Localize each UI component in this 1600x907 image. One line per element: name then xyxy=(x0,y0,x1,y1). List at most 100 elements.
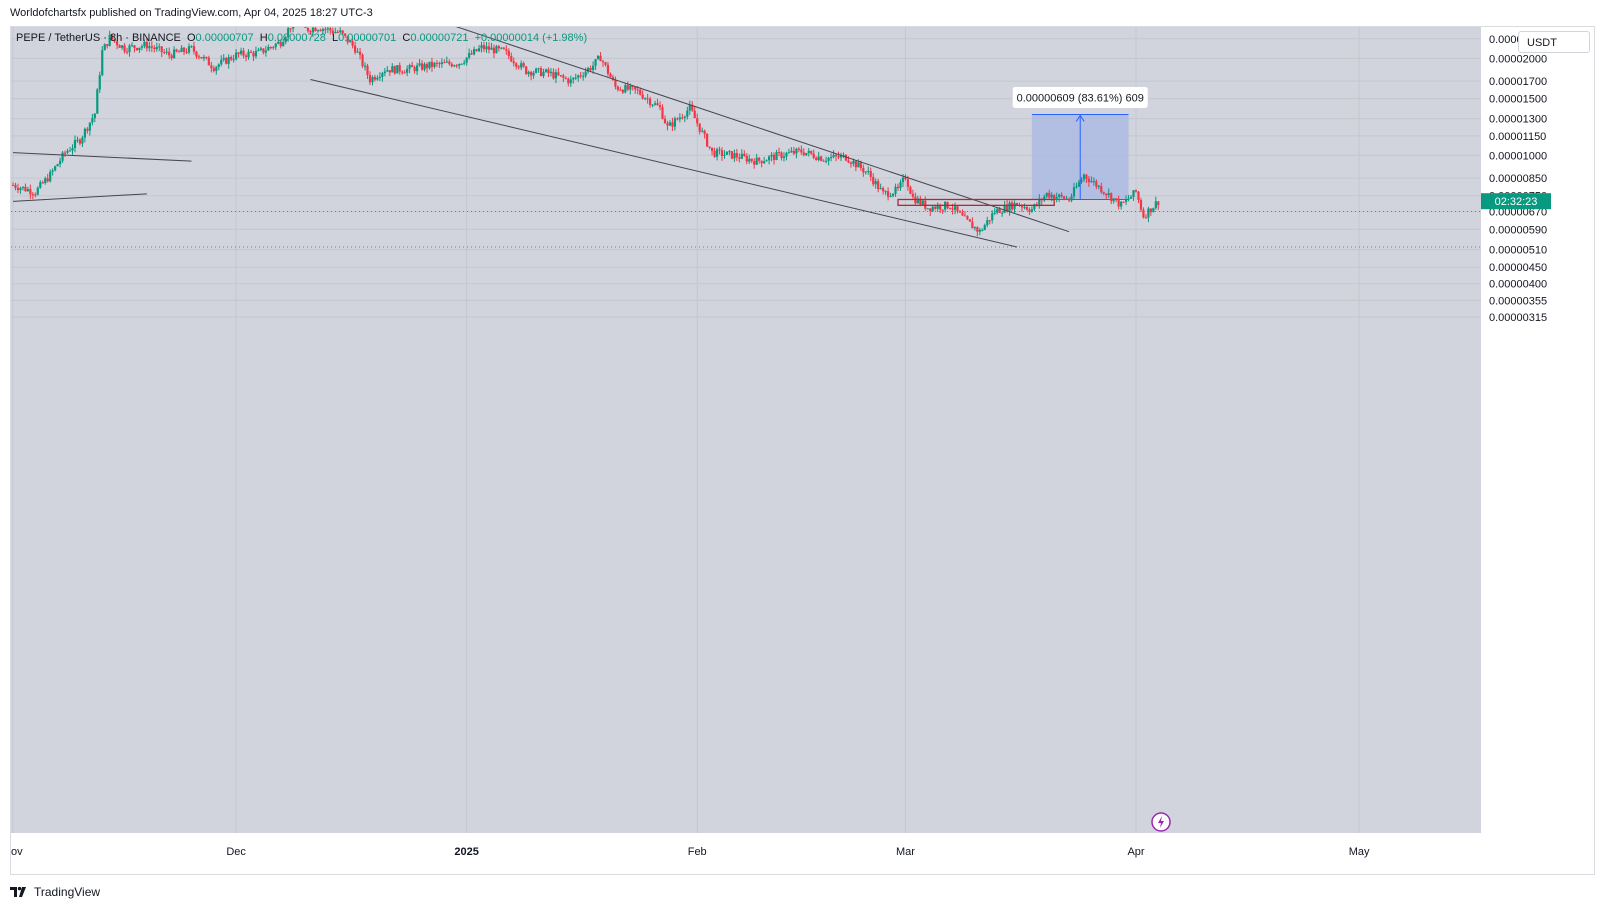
candle-body xyxy=(827,157,830,161)
candle-body xyxy=(822,160,825,162)
candle xyxy=(173,46,176,59)
candle-body xyxy=(728,151,731,153)
candle-body xyxy=(926,208,929,210)
candle xyxy=(413,65,416,74)
candle xyxy=(706,132,709,148)
candle xyxy=(393,65,396,75)
candle-body xyxy=(559,75,562,77)
candle xyxy=(242,47,245,59)
candle xyxy=(1003,200,1006,214)
candle-body xyxy=(978,229,981,232)
candle-body xyxy=(696,118,699,124)
candle-body xyxy=(815,157,818,161)
candle-body xyxy=(1124,199,1128,202)
candle-body xyxy=(782,156,786,158)
candle xyxy=(562,73,565,83)
candle-body xyxy=(614,79,617,87)
candle-body xyxy=(148,46,151,49)
candle-body xyxy=(879,188,882,190)
candle xyxy=(1028,207,1031,215)
candle-body xyxy=(859,162,862,168)
candle-body xyxy=(785,152,788,157)
candle-body xyxy=(1001,212,1004,214)
candle-body xyxy=(901,177,905,183)
candle xyxy=(673,116,677,131)
candle xyxy=(686,106,689,120)
candle-body xyxy=(981,229,984,231)
candle xyxy=(1067,197,1071,203)
candle-body xyxy=(505,49,508,51)
published-text: Worldofchartsfx published on TradingView… xyxy=(10,7,373,19)
candle-body xyxy=(413,67,416,72)
y-tick-label: 0.00000315 xyxy=(1489,312,1547,324)
candle xyxy=(844,154,848,162)
candle-body xyxy=(760,160,763,164)
candle xyxy=(344,33,347,38)
candle-body xyxy=(319,30,322,32)
candle-body xyxy=(849,162,853,164)
candle-body xyxy=(911,193,914,197)
candle-body xyxy=(797,148,800,150)
candle-body xyxy=(1134,190,1138,192)
candle xyxy=(1043,194,1046,202)
candle-body xyxy=(644,98,647,100)
candle xyxy=(953,202,957,215)
candle xyxy=(1139,197,1143,213)
candle-body xyxy=(1152,208,1155,213)
candle xyxy=(482,42,486,53)
candle-body xyxy=(227,57,230,64)
candle-body xyxy=(1122,201,1125,203)
candle-body xyxy=(1055,197,1058,199)
candle xyxy=(210,61,213,73)
candle-body xyxy=(753,161,756,165)
candle-body xyxy=(834,154,838,157)
candle xyxy=(750,158,753,164)
candle-body xyxy=(621,90,624,93)
candle-body xyxy=(986,220,989,226)
candle xyxy=(259,46,263,52)
candle-body xyxy=(706,134,709,147)
candle-body xyxy=(631,85,634,87)
candle xyxy=(319,28,322,32)
candle xyxy=(331,27,334,36)
symbol-legend: PEPE / TetherUS · 8h · BINANCE O0.000007… xyxy=(16,32,587,44)
candle-body xyxy=(175,49,178,52)
candle-body xyxy=(924,200,927,209)
price-chart[interactable]: 0.000023000.000020000.000017000.00001500… xyxy=(11,27,1594,874)
candle-body xyxy=(780,152,783,158)
candle-body xyxy=(666,123,669,126)
currency-button[interactable]: USDT xyxy=(1518,31,1590,53)
candle-body xyxy=(76,139,79,141)
candle-body xyxy=(393,66,396,74)
candle xyxy=(101,46,104,77)
candle-body xyxy=(430,61,434,67)
x-tick-label: Apr xyxy=(1127,846,1144,858)
candle-body xyxy=(155,47,158,50)
candle xyxy=(795,147,798,159)
candle xyxy=(882,186,885,195)
candle xyxy=(460,63,463,65)
candle xyxy=(190,45,193,48)
candle-body xyxy=(336,31,339,33)
candle xyxy=(433,61,436,69)
candle-body xyxy=(537,68,540,70)
candle-body xyxy=(896,186,900,189)
chart-frame[interactable]: 0.000023000.000020000.000017000.00001500… xyxy=(10,26,1595,875)
candle xyxy=(445,56,448,64)
candle xyxy=(753,158,756,169)
candle xyxy=(768,155,771,165)
candle xyxy=(1087,175,1090,187)
candle xyxy=(611,74,615,81)
candle xyxy=(532,70,535,79)
candle-body xyxy=(354,45,357,53)
candle-body xyxy=(534,68,538,73)
candle xyxy=(339,27,342,34)
candle-body xyxy=(282,42,285,47)
candle xyxy=(572,77,575,84)
candle xyxy=(415,62,419,76)
candle xyxy=(668,120,672,126)
candle-body xyxy=(138,47,141,51)
candle xyxy=(502,46,505,50)
candle-body xyxy=(200,57,203,59)
candle xyxy=(557,67,560,77)
